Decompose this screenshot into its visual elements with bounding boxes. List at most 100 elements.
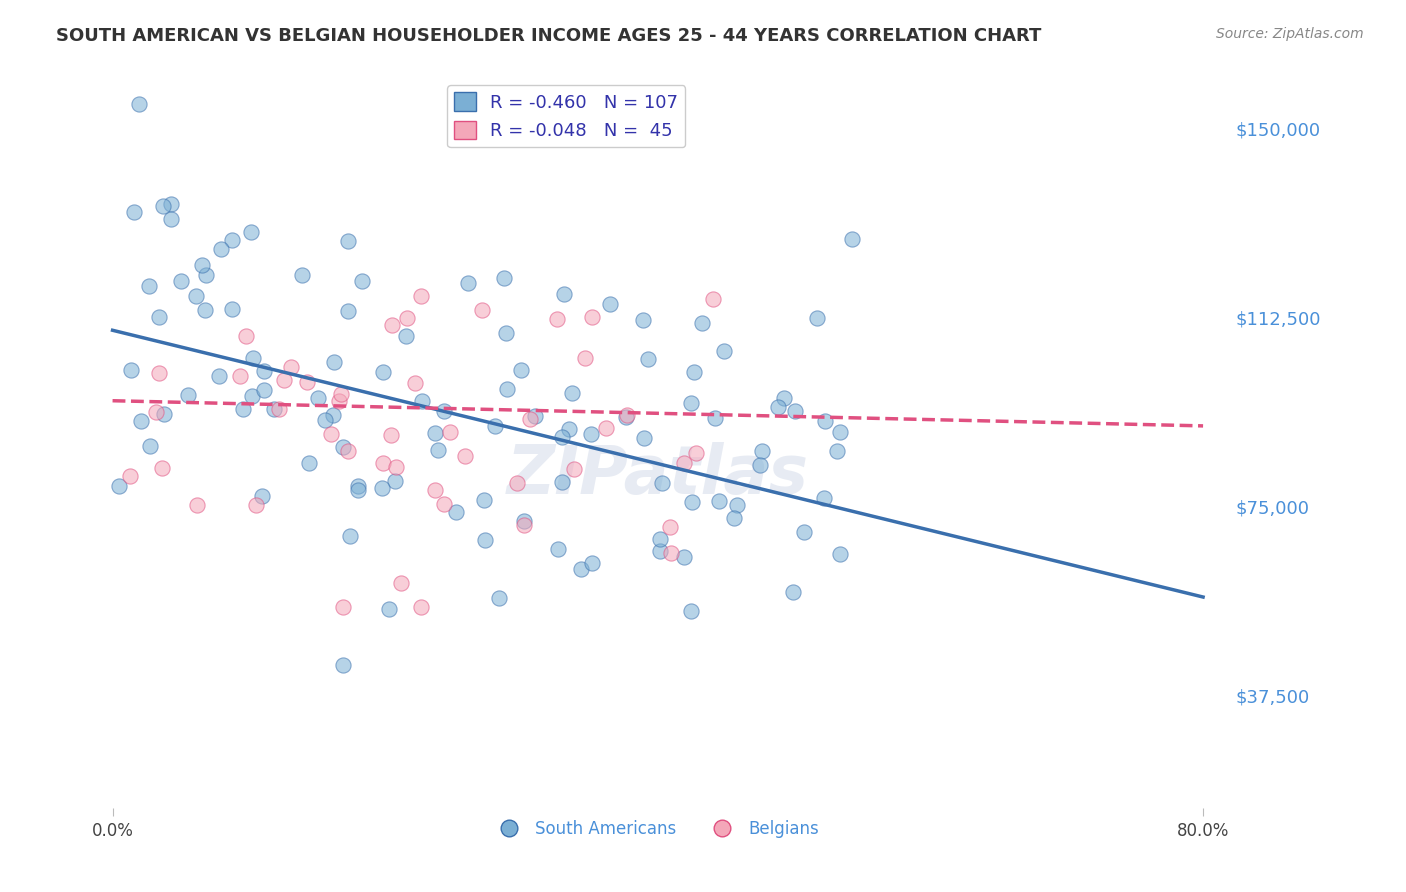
Point xyxy=(120,363,142,377)
Point xyxy=(581,310,603,325)
Point xyxy=(328,394,350,409)
Point xyxy=(378,602,401,616)
Point xyxy=(269,402,291,417)
Point xyxy=(232,401,254,416)
Point xyxy=(332,657,354,672)
Point xyxy=(766,400,789,414)
Point xyxy=(650,532,672,546)
Point xyxy=(496,382,519,396)
Point xyxy=(250,489,273,503)
Point xyxy=(681,396,703,410)
Point xyxy=(562,461,585,475)
Point xyxy=(793,524,815,539)
Point xyxy=(371,457,394,471)
Point xyxy=(454,449,477,463)
Point xyxy=(152,199,174,213)
Point xyxy=(336,444,359,458)
Point xyxy=(404,376,426,391)
Point xyxy=(702,292,724,306)
Point xyxy=(240,225,263,239)
Point xyxy=(381,318,404,332)
Point xyxy=(384,475,406,489)
Text: SOUTH AMERICAN VS BELGIAN HOUSEHOLDER INCOME AGES 25 - 44 YEARS CORRELATION CHAR: SOUTH AMERICAN VS BELGIAN HOUSEHOLDER IN… xyxy=(56,27,1042,45)
Point xyxy=(546,312,568,326)
Point xyxy=(245,498,267,512)
Point xyxy=(129,414,152,428)
Point xyxy=(209,242,232,256)
Point xyxy=(273,373,295,387)
Point xyxy=(138,278,160,293)
Point xyxy=(290,268,312,282)
Point xyxy=(128,96,150,111)
Point xyxy=(651,475,673,490)
Point xyxy=(389,575,412,590)
Point xyxy=(707,494,730,508)
Point xyxy=(841,232,863,246)
Point xyxy=(280,360,302,375)
Point xyxy=(170,274,193,288)
Point xyxy=(814,414,837,428)
Point xyxy=(411,393,433,408)
Text: ZIPatlas: ZIPatlas xyxy=(506,442,808,508)
Point xyxy=(314,413,336,427)
Point xyxy=(322,408,344,422)
Point xyxy=(547,541,569,556)
Point xyxy=(184,289,207,303)
Point xyxy=(471,303,494,318)
Point xyxy=(637,352,659,367)
Point xyxy=(411,600,433,615)
Point xyxy=(307,391,329,405)
Point xyxy=(681,604,703,618)
Point xyxy=(186,499,208,513)
Point xyxy=(519,412,541,426)
Point xyxy=(332,440,354,454)
Point xyxy=(574,351,596,365)
Point xyxy=(240,389,263,403)
Point xyxy=(513,518,536,533)
Point xyxy=(263,402,285,417)
Point xyxy=(221,233,243,247)
Point xyxy=(242,351,264,365)
Point xyxy=(371,482,394,496)
Point xyxy=(683,365,706,379)
Point xyxy=(253,363,276,377)
Point xyxy=(208,368,231,383)
Point xyxy=(672,549,695,564)
Point xyxy=(297,456,319,470)
Point xyxy=(160,197,183,211)
Point xyxy=(828,547,851,561)
Point xyxy=(551,429,574,443)
Point xyxy=(553,287,575,301)
Point xyxy=(347,479,370,493)
Point xyxy=(751,444,773,458)
Point xyxy=(148,366,170,380)
Point xyxy=(690,316,713,330)
Point xyxy=(148,310,170,325)
Point xyxy=(509,363,531,377)
Point xyxy=(191,258,214,272)
Point xyxy=(384,459,406,474)
Point xyxy=(828,425,851,439)
Point xyxy=(339,529,361,543)
Point xyxy=(195,268,218,282)
Point xyxy=(551,475,574,490)
Point xyxy=(194,303,217,318)
Point xyxy=(783,403,806,417)
Point xyxy=(595,421,617,435)
Point xyxy=(599,297,621,311)
Point xyxy=(558,421,581,435)
Point xyxy=(139,439,162,453)
Point xyxy=(426,443,449,458)
Point xyxy=(337,234,360,248)
Point xyxy=(439,425,461,439)
Point xyxy=(569,562,592,576)
Point xyxy=(492,271,515,285)
Point xyxy=(409,289,432,303)
Point xyxy=(153,407,176,421)
Point xyxy=(616,409,638,424)
Point xyxy=(395,311,418,326)
Point xyxy=(561,385,583,400)
Point xyxy=(159,212,181,227)
Point xyxy=(433,404,456,418)
Point xyxy=(332,600,354,615)
